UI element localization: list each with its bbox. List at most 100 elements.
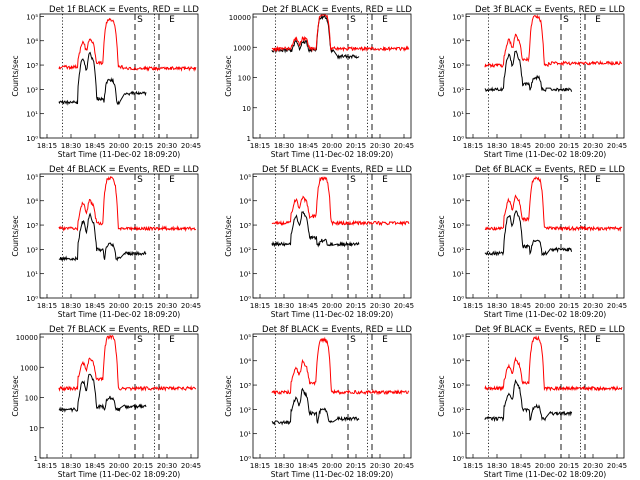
y-axis-label: Counts/sec <box>11 375 20 416</box>
y-tick-label: 10² <box>239 246 251 254</box>
y-tick-label: 10⁵ <box>452 13 464 21</box>
panel-title: Det 8f BLACK = Events, RED = LLD <box>262 325 412 335</box>
marker-s: S <box>350 175 356 185</box>
y-tick-label: 10³ <box>452 382 464 390</box>
x-tick-label: 20:45 <box>607 302 627 310</box>
y-tick-label: 10⁵ <box>452 173 464 181</box>
panel-title: Det 6f BLACK = Events, RED = LLD <box>475 165 625 175</box>
x-tick-label: 18:30 <box>487 302 507 310</box>
x-tick-label: 20:45 <box>607 462 627 470</box>
x-tick-label: 20:30 <box>583 142 603 150</box>
marker-e: E <box>382 15 388 25</box>
x-tick-label: 18:15 <box>463 142 483 150</box>
x-axis-label: Start Time (11-Dec-02 18:09:20) <box>271 470 393 479</box>
x-tick-label: 18:15 <box>250 462 270 470</box>
x-tick-label: 20:15 <box>559 302 579 310</box>
y-axis-label: Counts/sec <box>224 215 233 256</box>
y-tick-label: 10⁰ <box>452 455 464 463</box>
y-tick-label: 10¹ <box>452 431 464 439</box>
marker-e: E <box>382 175 388 185</box>
x-tick-label: 18:45 <box>85 142 105 150</box>
y-axis-label: Counts/sec <box>437 375 446 416</box>
y-tick-label: 10² <box>452 406 464 414</box>
x-tick-label: 20:30 <box>583 462 603 470</box>
y-tick-label: 10¹ <box>26 271 38 279</box>
series-events <box>271 387 360 426</box>
series-lld <box>58 17 197 72</box>
x-tick-label: 20:30 <box>370 302 390 310</box>
x-axis-label: Start Time (11-Dec-02 18:09:20) <box>484 470 606 479</box>
x-tick-label: 18:30 <box>274 142 294 150</box>
x-axis-label: Start Time (11-Dec-02 18:09:20) <box>271 150 393 159</box>
y-tick-label: 10000 <box>229 14 251 22</box>
panel-title: Det 5f BLACK = Events, RED = LLD <box>262 165 412 175</box>
x-tick-label: 20:30 <box>157 462 177 470</box>
y-tick-label: 1 <box>247 135 251 143</box>
series-lld <box>271 14 410 53</box>
series-events <box>271 14 360 60</box>
x-tick-label: 20:30 <box>370 142 390 150</box>
x-tick-label: 20:00 <box>109 142 129 150</box>
series-lld <box>58 334 197 392</box>
marker-e: E <box>382 335 388 345</box>
y-tick-label: 10⁰ <box>239 455 251 463</box>
x-tick-label: 18:30 <box>487 462 507 470</box>
x-tick-label: 20:00 <box>322 142 342 150</box>
panel-title: Det 3f BLACK = Events, RED = LLD <box>475 5 625 15</box>
y-tick-label: 1000 <box>20 364 38 372</box>
x-tick-label: 20:45 <box>181 142 201 150</box>
y-axis-label: Counts/sec <box>224 55 233 96</box>
x-tick-label: 20:45 <box>394 142 414 150</box>
y-tick-label: 10⁰ <box>26 295 38 303</box>
y-tick-label: 10⁰ <box>239 295 251 303</box>
panel-6: Det 6f BLACK = Events, RED = LLD 10⁰ 10¹ 10… <box>437 165 627 319</box>
x-tick-label: 20:00 <box>535 302 555 310</box>
x-tick-label: 20:00 <box>322 302 342 310</box>
x-tick-label: 18:45 <box>85 462 105 470</box>
x-tick-label: 20:00 <box>535 142 555 150</box>
y-tick-label: 10² <box>26 246 38 254</box>
x-tick-label: 18:30 <box>274 462 294 470</box>
x-tick-label: 18:45 <box>511 302 531 310</box>
series-lld <box>484 335 623 392</box>
marker-s: S <box>563 15 569 25</box>
x-tick-label: 20:30 <box>157 302 177 310</box>
x-tick-label: 20:15 <box>133 142 153 150</box>
x-tick-label: 18:15 <box>463 302 483 310</box>
panel-1: Det 1f BLACK = Events, RED = LLD 10⁰ 10¹ 10… <box>11 5 201 159</box>
y-tick-label: 100 <box>25 395 38 403</box>
y-tick-label: 10¹ <box>239 431 251 439</box>
y-tick-label: 10³ <box>239 382 251 390</box>
marker-s: S <box>137 335 143 345</box>
series-lld <box>484 14 623 69</box>
x-tick-label: 20:45 <box>394 462 414 470</box>
x-tick-label: 18:15 <box>463 462 483 470</box>
y-tick-label: 10¹ <box>26 111 38 119</box>
y-tick-label: 10⁴ <box>26 38 38 46</box>
x-tick-label: 20:00 <box>109 462 129 470</box>
y-tick-label: 10⁴ <box>452 358 464 366</box>
y-tick-label: 10⁴ <box>452 38 464 46</box>
series-lld <box>271 176 410 227</box>
y-axis-label: Counts/sec <box>11 215 20 256</box>
x-tick-label: 18:30 <box>274 302 294 310</box>
y-tick-label: 10⁵ <box>26 13 38 21</box>
y-tick-label: 10² <box>26 86 38 94</box>
y-tick-label: 10³ <box>452 222 464 230</box>
x-tick-label: 18:30 <box>61 302 81 310</box>
series-events <box>484 210 572 257</box>
y-tick-label: 10¹ <box>452 271 464 279</box>
x-axis-label: Start Time (11-Dec-02 18:09:20) <box>484 150 606 159</box>
x-tick-label: 18:15 <box>37 142 57 150</box>
y-tick-label: 10³ <box>26 62 38 70</box>
series-lld <box>58 176 197 233</box>
series-events <box>484 50 573 93</box>
x-axis-label: Start Time (11-Dec-02 18:09:20) <box>58 470 180 479</box>
y-tick-label: 10 <box>242 105 251 113</box>
y-tick-label: 10³ <box>452 62 464 70</box>
y-tick-label: 10³ <box>26 222 38 230</box>
x-tick-label: 20:00 <box>535 462 555 470</box>
y-tick-label: 10² <box>452 246 464 254</box>
y-axis-label: Counts/sec <box>437 215 446 256</box>
x-axis-label: Start Time (11-Dec-02 18:09:20) <box>484 310 606 319</box>
